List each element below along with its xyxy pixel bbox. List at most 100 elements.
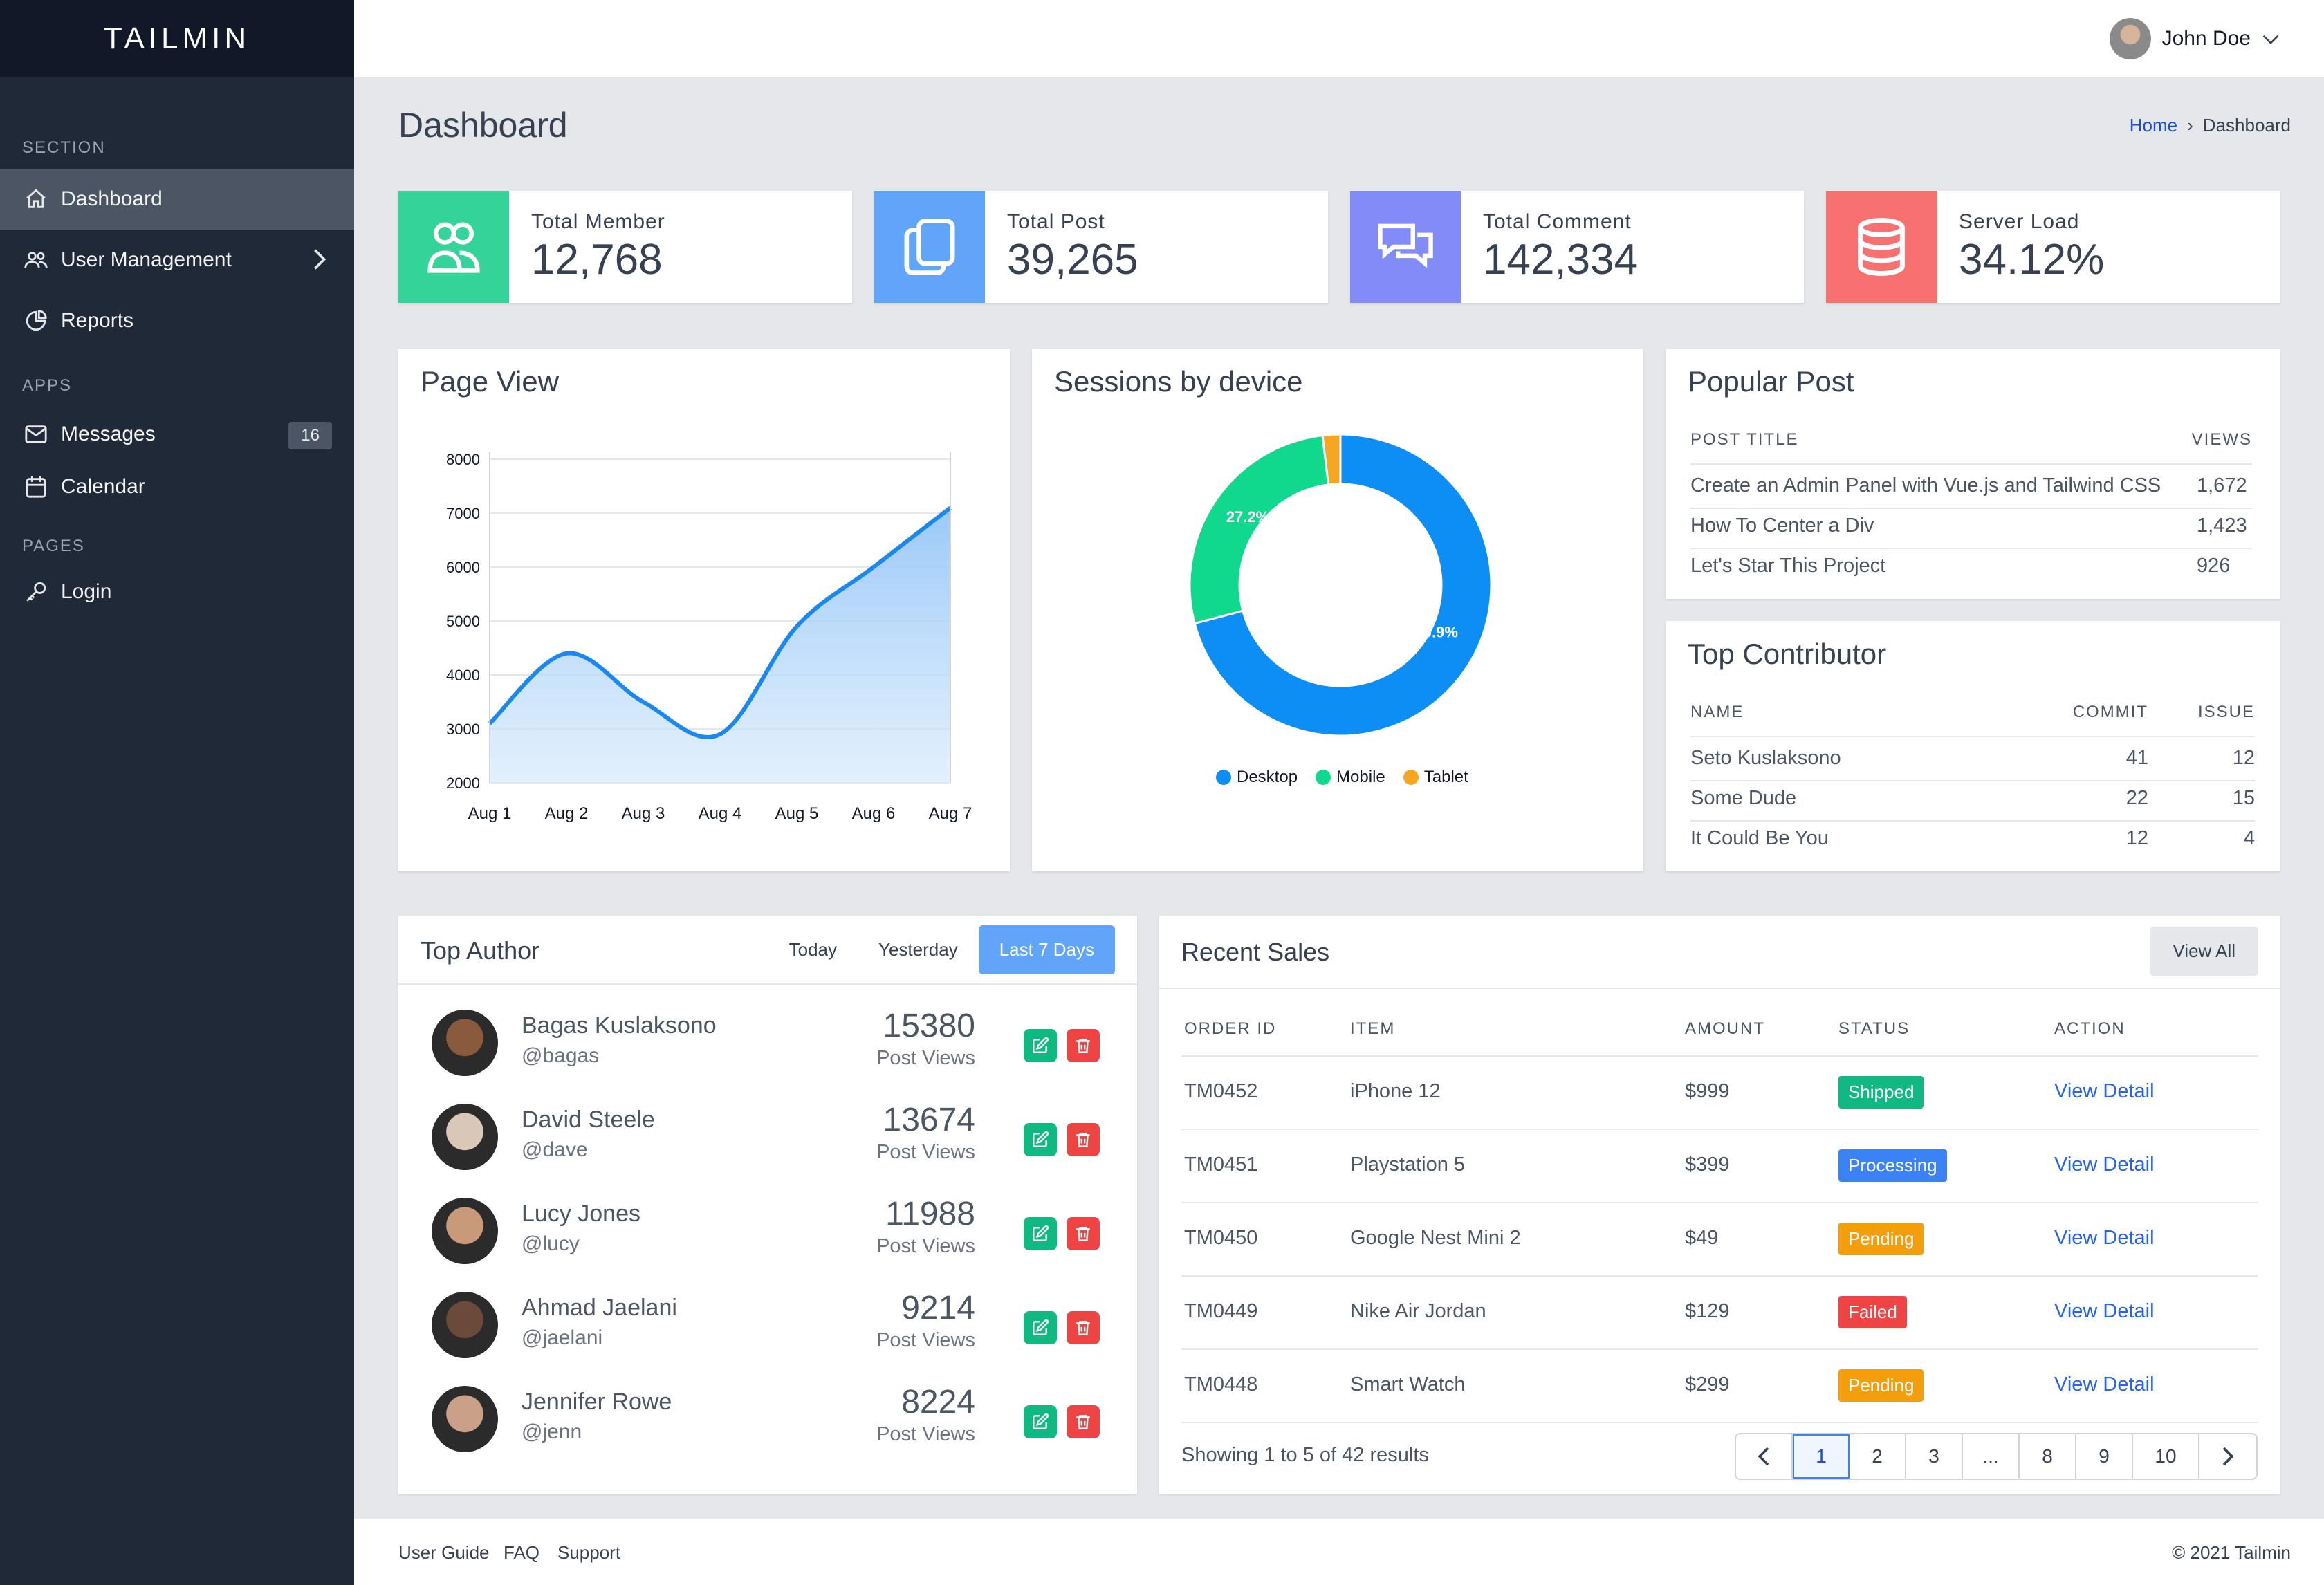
legend-item-tablet[interactable]: Tablet: [1403, 768, 1468, 787]
page-title: Dashboard: [398, 106, 568, 145]
author-name: Lucy Jones: [522, 1201, 640, 1227]
footer-link-support[interactable]: Support: [557, 1542, 621, 1563]
pagination-page-3[interactable]: 3: [1906, 1434, 1963, 1479]
status-badge: Shipped: [1838, 1076, 1924, 1109]
edit-icon: [1033, 1037, 1049, 1053]
stat-label: Server Load: [1959, 210, 2080, 233]
chevron-right-icon: [313, 248, 326, 277]
post-title[interactable]: Let's Star This Project: [1690, 555, 1886, 577]
author-name: David Steele: [522, 1106, 655, 1133]
sidebar-item-label: Messages: [61, 423, 156, 445]
legend-item-desktop[interactable]: Desktop: [1216, 768, 1298, 787]
sidebar-item-login[interactable]: Login: [0, 562, 354, 622]
delete-button[interactable]: [1067, 1123, 1100, 1156]
delete-button[interactable]: [1067, 1311, 1100, 1344]
view-all-button[interactable]: View All: [2150, 927, 2258, 976]
order-item: Nike Air Jordan: [1350, 1300, 1486, 1322]
author-name: Jennifer Rowe: [522, 1389, 672, 1415]
tab-last-7-days[interactable]: Last 7 Days: [978, 925, 1115, 974]
tab-yesterday[interactable]: Yesterday: [878, 939, 958, 960]
apps-label: APPS: [22, 376, 73, 395]
delete-button[interactable]: [1067, 1029, 1100, 1062]
edit-icon: [1033, 1319, 1049, 1335]
user-menu[interactable]: John Doe: [2109, 18, 2280, 59]
breadcrumb-current: Dashboard: [2202, 115, 2291, 136]
sidebar-item-messages[interactable]: Messages 16: [0, 404, 354, 465]
stat-label: Total Comment: [1483, 210, 1632, 233]
author-handle: @jenn: [522, 1420, 582, 1443]
post-views: 926: [2197, 555, 2231, 577]
column-header-status: STATUS: [1838, 1019, 1910, 1038]
post-views: 1,423: [2197, 515, 2247, 537]
sidebar-item-label: User Management: [61, 248, 232, 271]
delete-button[interactable]: [1067, 1217, 1100, 1250]
sessions-donut-chart: 70.9% 27.2%: [1188, 433, 1493, 737]
contributor-issue: 4: [2243, 827, 2255, 849]
edit-button[interactable]: [1024, 1123, 1057, 1156]
sidebar-item-user-management[interactable]: User Management: [0, 230, 354, 290]
pie-chart-icon: [22, 307, 50, 335]
x-tick-label: Aug 1: [468, 804, 512, 823]
sidebar-item-dashboard[interactable]: Dashboard: [0, 169, 354, 230]
card-title: Top Author: [421, 936, 540, 965]
order-item: Playstation 5: [1350, 1153, 1466, 1176]
column-header-name: NAME: [1690, 703, 1744, 721]
order-amount: $129: [1685, 1300, 1730, 1322]
order-item: Google Nest Mini 2: [1350, 1227, 1521, 1249]
section-label: SECTION: [22, 138, 106, 157]
pagination-summary: Showing 1 to 5 of 42 results: [1181, 1444, 1429, 1466]
post-title[interactable]: How To Center a Div: [1690, 515, 1874, 537]
order-amount: $299: [1685, 1373, 1730, 1396]
slice-data-label: 70.9%: [1415, 624, 1458, 641]
sidebar: TAILMIN SECTION Dashboard User Managemen…: [0, 0, 354, 1585]
contributor-commit: 41: [2125, 747, 2148, 769]
contributor-name: Seto Kuslaksono: [1690, 747, 1841, 769]
pagination-page-8[interactable]: 8: [2020, 1434, 2076, 1479]
delete-button[interactable]: [1067, 1405, 1100, 1438]
view-detail-link[interactable]: View Detail: [2054, 1227, 2155, 1249]
view-detail-link[interactable]: View Detail: [2054, 1300, 2155, 1322]
author-post-views-label: Post Views: [876, 1141, 975, 1163]
card-title: Recent Sales: [1181, 938, 1330, 966]
sidebar-item-reports[interactable]: Reports: [0, 290, 354, 351]
pagination-page-10[interactable]: 10: [2133, 1434, 2200, 1479]
tab-today[interactable]: Today: [788, 939, 838, 960]
column-header-action: ACTION: [2054, 1019, 2125, 1038]
footer-link-faq[interactable]: FAQ: [504, 1542, 540, 1563]
edit-button[interactable]: [1024, 1311, 1057, 1344]
contributor-commit: 12: [2125, 827, 2148, 849]
contributor-name: Some Dude: [1690, 787, 1797, 809]
footer-link-user-guide[interactable]: User Guide: [398, 1542, 490, 1563]
edit-button[interactable]: [1024, 1029, 1057, 1062]
stat-card-total-member: Total Member 12,768: [398, 191, 852, 303]
column-header-amount: AMOUNT: [1685, 1019, 1765, 1038]
order-amount: $399: [1685, 1153, 1730, 1176]
pagination-next-button[interactable]: [2200, 1434, 2256, 1479]
legend-item-mobile[interactable]: Mobile: [1316, 768, 1385, 787]
pagination-page-2[interactable]: 2: [1850, 1434, 1906, 1479]
order-id: TM0450: [1184, 1227, 1258, 1249]
pagination-page-9[interactable]: 9: [2076, 1434, 2133, 1479]
top-author-card: Top Author Today Yesterday Last 7 Days B…: [398, 916, 1137, 1494]
author-post-views-count: 8224: [901, 1384, 975, 1420]
author-name: Ahmad Jaelani: [522, 1295, 677, 1321]
status-badge: Processing: [1838, 1149, 1947, 1182]
sidebar-item-calendar[interactable]: Calendar: [0, 456, 354, 517]
edit-button[interactable]: [1024, 1405, 1057, 1438]
edit-button[interactable]: [1024, 1217, 1057, 1250]
author-post-views-label: Post Views: [876, 1423, 975, 1445]
stat-label: Total Member: [531, 210, 665, 233]
view-detail-link[interactable]: View Detail: [2054, 1153, 2155, 1176]
breadcrumb-home-link[interactable]: Home: [2129, 115, 2178, 136]
slice-data-label: 27.2%: [1226, 508, 1269, 526]
copyright: © 2021 Tailmin: [2172, 1542, 2291, 1563]
pagination-prev-button[interactable]: [1736, 1434, 1793, 1479]
pages-label: PAGES: [22, 537, 85, 555]
view-detail-link[interactable]: View Detail: [2054, 1373, 2155, 1396]
copy-icon: [874, 191, 985, 303]
post-title[interactable]: Create an Admin Panel with Vue.js and Ta…: [1690, 474, 2161, 497]
pagination-page-1[interactable]: 1: [1793, 1434, 1850, 1479]
x-tick-label: Aug 5: [775, 804, 819, 823]
view-detail-link[interactable]: View Detail: [2054, 1080, 2155, 1102]
x-tick-label: Aug 6: [852, 804, 896, 823]
